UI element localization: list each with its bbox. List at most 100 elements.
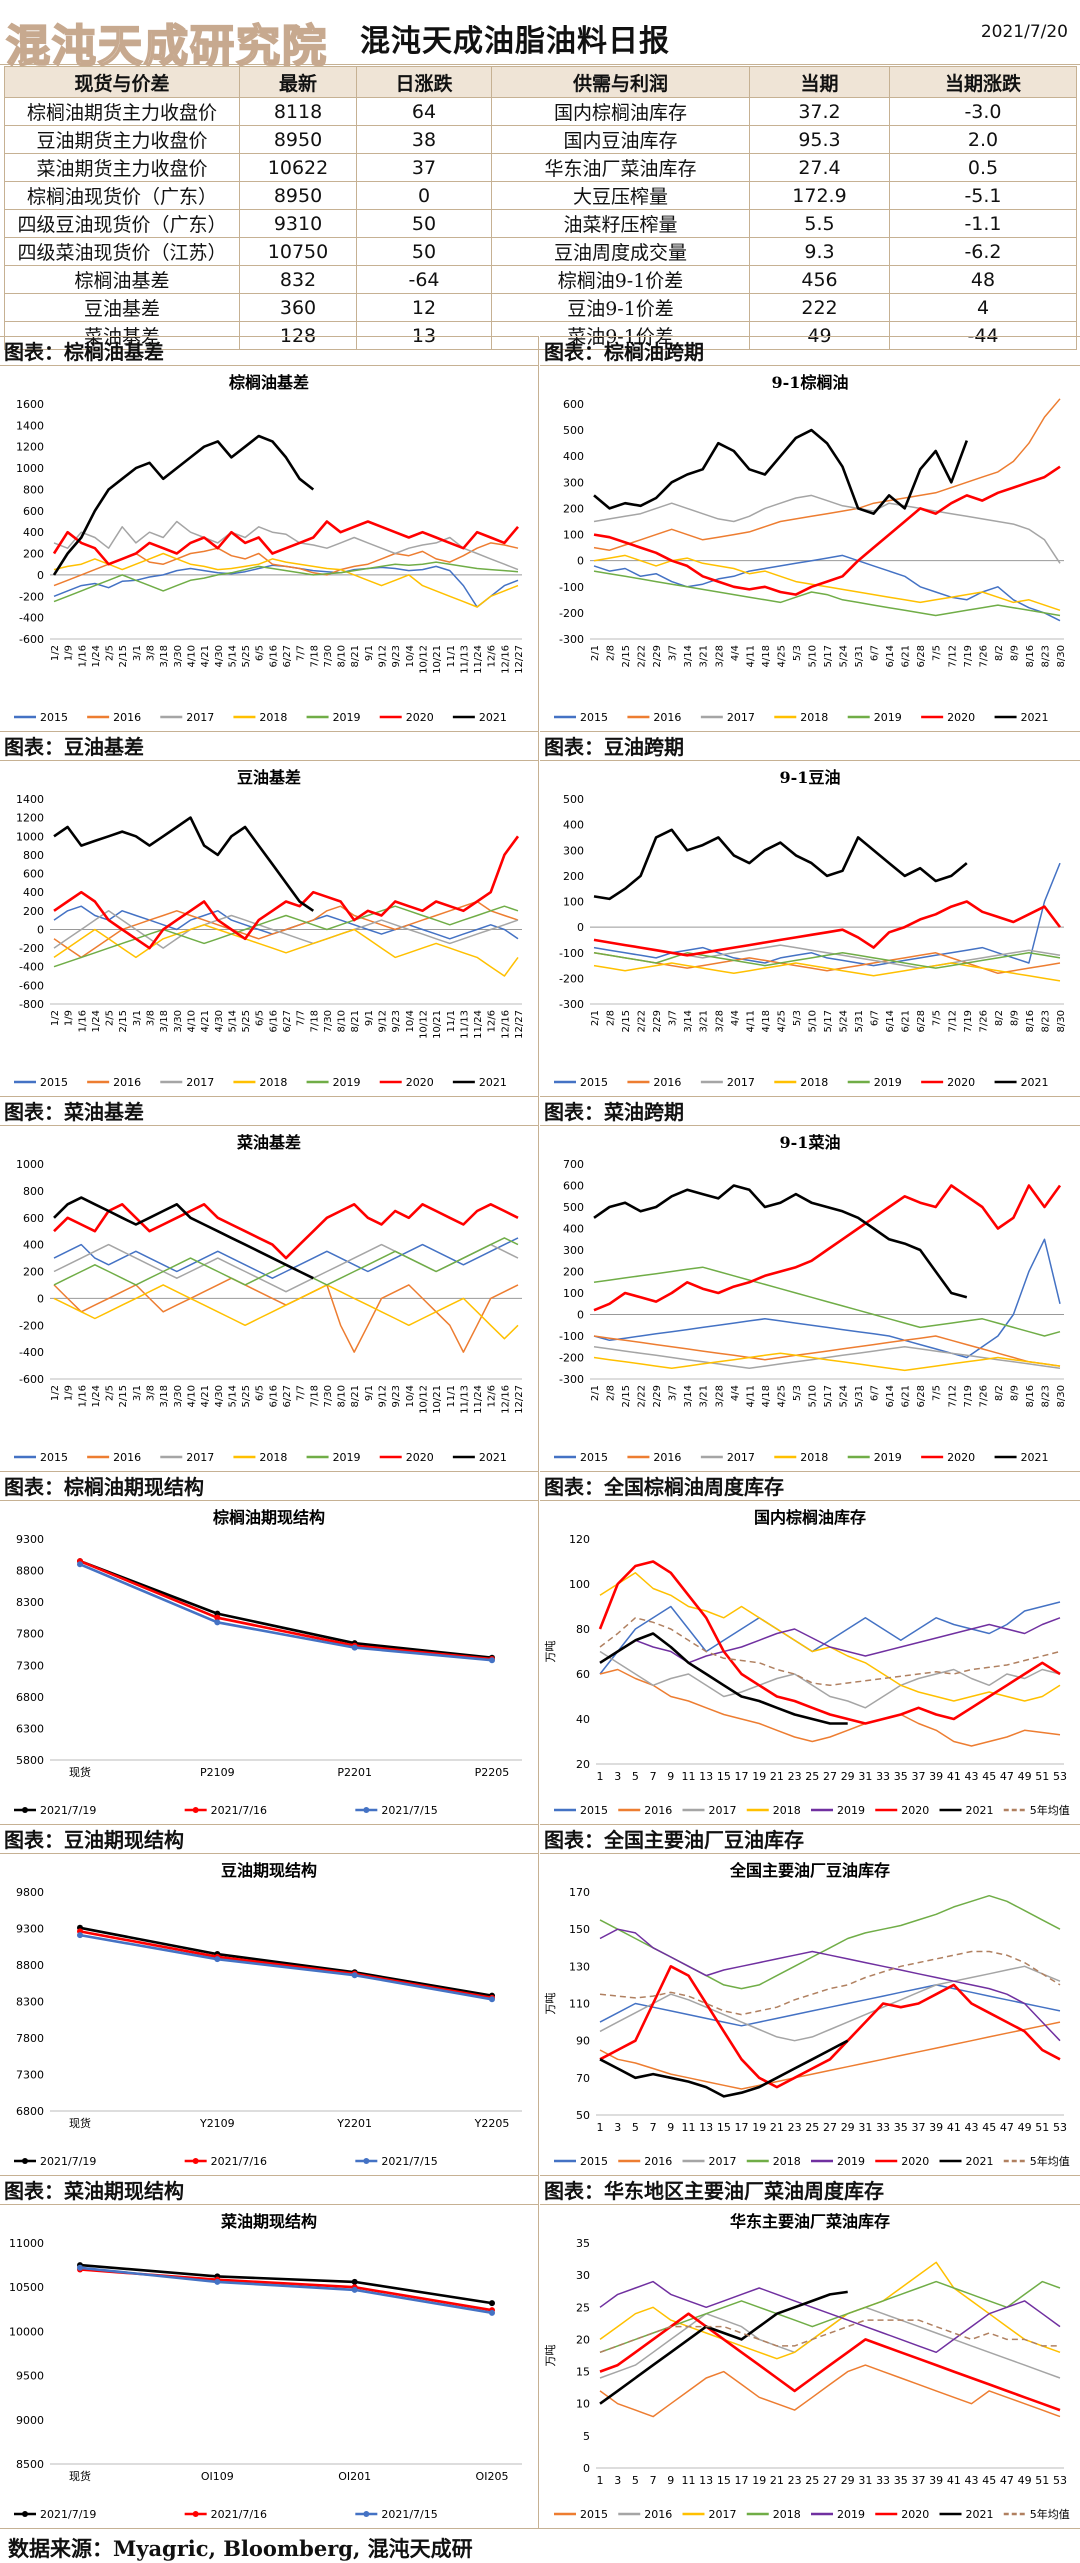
y-tick-label: 1000 [16,462,44,475]
series-line-2018 [599,1572,1061,1702]
x-tick-label: 9/1 [364,1010,375,1026]
x-tick-label: P2109 [200,1766,235,1779]
y-tick-label: 300 [563,1244,584,1257]
legend-label: 2019 [837,2155,865,2168]
chart-container: 9-1棕榈油 600 500 400 300 200 100 0 -100 -200 -300 2/1… [540,366,1080,731]
table-cell: 油菜籽压榨量 [491,209,750,238]
x-tick-label: 7/19 [963,1385,974,1407]
x-tick-label: 29 [841,2121,855,2134]
x-tick-label: 9/23 [391,645,402,667]
y-tick-label: -200 [19,590,44,603]
legend-label: 2019 [333,1076,361,1089]
legend-label: 2020 [901,1804,929,1817]
y-tick-label: 150 [569,1923,590,1936]
table-row: 豆油基差 360 12 豆油9-1价差 222 4 [4,293,1077,322]
y-tick-label: 200 [563,870,584,883]
x-tick-label: 8/21 [350,1385,361,1407]
x-tick-label: 7/26 [978,1385,989,1407]
table-row: 菜油期货主力收盘价 10622 37 华东油厂菜油库存 27.4 0.5 [4,153,1077,182]
legend-label: 2021/7/15 [381,2508,437,2521]
data-point [214,1614,221,1621]
x-tick-label: 1 [597,2121,604,2134]
x-tick-label: 4/4 [730,1385,741,1401]
legend-label: 2015 [580,2508,608,2521]
legend-label: 2018 [259,1451,287,1464]
x-tick-label: 47 [1000,2121,1014,2134]
y-tick-label: 7300 [16,2069,44,2082]
x-tick-label: 10/12 [418,1385,429,1414]
x-tick-label: 5/24 [839,645,850,667]
series-line-2017 [53,520,519,571]
x-tick-label: 9 [667,1770,674,1783]
y-tick-label: 400 [23,886,44,899]
table-cell: -3.0 [889,97,1077,126]
x-tick-label: 1/9 [64,1010,75,1026]
data-point [489,1996,495,2003]
y-tick-label: 50 [576,2109,590,2122]
series-line-2017 [599,1650,1061,1709]
x-tick-label: 6/16 [268,1385,279,1407]
x-tick-label: 12/16 [500,1385,511,1414]
series-line-2019 [53,1237,519,1286]
x-tick-label: 11/1 [446,1010,457,1032]
x-tick-label: 8/9 [1009,1010,1020,1026]
series-line-2020 [593,1184,1062,1312]
x-tick-label: 8/10 [337,645,348,667]
x-tick-label: 12/6 [487,1010,498,1032]
y-tick-label: 11000 [9,2237,44,2250]
x-tick-label: 3 [614,2121,621,2134]
x-tick-label: 6/5 [255,1010,266,1026]
legend-label: 2015 [40,711,68,724]
x-tick-label: 9/23 [391,1010,402,1032]
x-tick-label: 2/1 [590,1010,601,1026]
x-tick-label: 19 [752,2474,766,2487]
series-line-2015 [593,554,1061,622]
x-tick-label: 15 [717,2121,731,2134]
y-tick-label: 400 [23,1239,44,1252]
legend-label: 2021 [966,2155,994,2168]
x-tick-label: 3/14 [683,645,694,667]
x-tick-label: 7/5 [932,1385,943,1401]
y-tick-label: 9800 [16,1886,44,1899]
table-cell: 棕榈油期货主力收盘价 [4,97,240,126]
panel-divider [538,336,539,731]
legend-label: 2020 [406,1076,434,1089]
x-tick-label: 49 [1018,1770,1032,1783]
series-line-2018 [53,924,519,977]
legend-marker [192,2511,199,2517]
table-cell: 27.4 [749,153,890,182]
x-tick-label: 6/28 [916,645,927,667]
x-tick-label: 5/25 [241,1385,252,1407]
y-tick-label: 1000 [16,1158,44,1171]
legend-label: 2015 [580,1804,608,1817]
legend-marker [22,2158,28,2164]
data-point [214,1956,221,1963]
x-tick-label: 9/12 [378,1385,389,1407]
x-tick-label: 12/6 [487,645,498,667]
table-cell: 222 [749,293,890,322]
series-line-2020 [52,520,519,566]
y-tick-label: 1000 [16,830,44,843]
series-line-2021719 [79,1926,493,1997]
y-tick-label: 35 [576,2237,590,2250]
x-tick-label: 4/10 [186,1385,197,1407]
series-line-2016 [593,1335,1061,1367]
x-tick-label: 13 [699,1770,713,1783]
x-tick-label: 17 [735,2121,749,2134]
x-tick-label: 3/8 [146,1010,157,1026]
series-line-2019 [599,1928,1061,2042]
legend-label: 2020 [947,1451,975,1464]
x-tick-label: OI205 [476,2470,509,2483]
x-tick-label: 8/30 [1056,1010,1067,1032]
legend-label: 5年均值 [1030,1803,1070,1817]
series-line-2018 [593,1352,1061,1372]
panel-title: 图表：豆油跨期 [540,731,1080,761]
series-line-2021715 [79,1563,493,1662]
x-tick-label: 6/27 [282,1010,293,1032]
x-tick-label: 29 [841,2474,855,2487]
x-tick-label: 43 [965,2121,979,2134]
x-tick-label: 3 [614,1770,621,1783]
y-tick-label: 100 [563,529,584,542]
x-tick-label: 31 [858,1770,872,1783]
